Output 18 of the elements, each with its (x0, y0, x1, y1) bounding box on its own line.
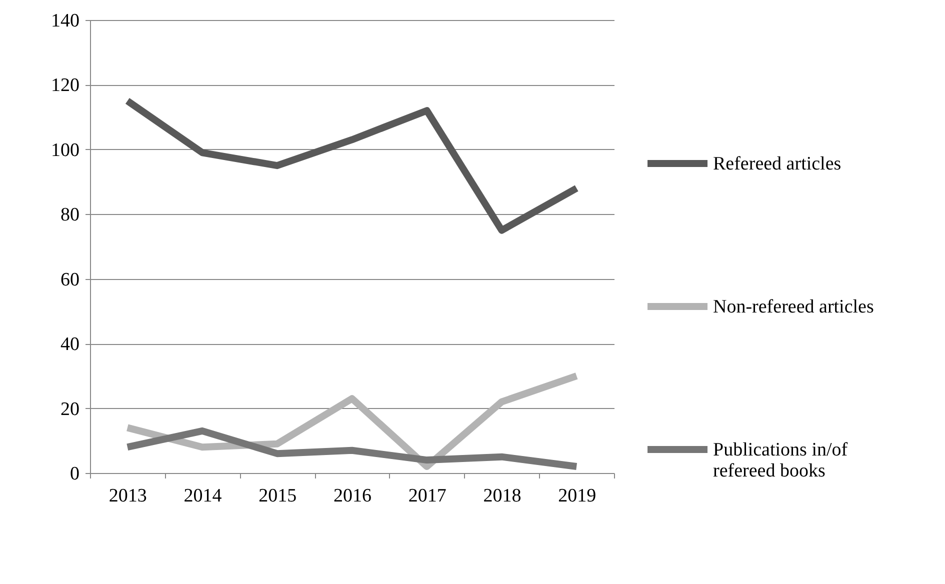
x-tick-label: 2016 (334, 486, 372, 506)
x-tick-label: 2014 (184, 486, 222, 506)
y-tick-label: 140 (51, 10, 80, 32)
y-tick-label: 120 (51, 75, 80, 96)
legend-label: Refereed articles (713, 154, 842, 174)
x-tick-label: 2019 (558, 486, 596, 506)
y-tick-label: 20 (60, 398, 80, 420)
y-tick-label: 80 (60, 204, 80, 226)
legend-label: Non-refereed articles (713, 296, 874, 318)
y-tick-label: 100 (51, 140, 80, 161)
y-tick-label: 40 (60, 334, 80, 356)
legend-label: Publications in/of refereed books (713, 440, 848, 482)
x-tick-label: 2018 (483, 486, 522, 506)
x-tick-label: 2015 (258, 486, 297, 506)
y-tick-label: 0 (70, 464, 80, 484)
y-tick-label: 60 (60, 269, 80, 290)
x-tick-label: 2013 (108, 486, 147, 506)
x-tick-label: 2017 (408, 486, 446, 506)
